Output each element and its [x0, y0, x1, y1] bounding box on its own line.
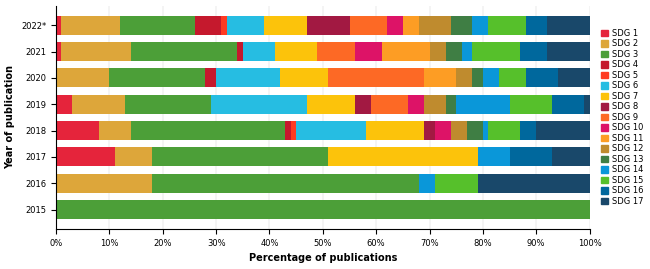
Bar	[307, 16, 350, 35]
Bar	[99, 121, 131, 140]
Bar	[419, 174, 435, 193]
Bar	[526, 16, 547, 35]
Bar	[285, 121, 291, 140]
Bar	[424, 95, 445, 114]
Bar	[552, 95, 584, 114]
Bar	[56, 16, 61, 35]
Bar	[472, 68, 483, 87]
Bar	[120, 16, 195, 35]
Bar	[520, 121, 536, 140]
Bar	[547, 42, 590, 61]
Bar	[584, 95, 590, 114]
Bar	[435, 121, 451, 140]
Bar	[56, 95, 72, 114]
Bar	[291, 121, 296, 140]
Bar	[467, 121, 483, 140]
Bar	[424, 121, 435, 140]
Bar	[472, 42, 520, 61]
Bar	[211, 95, 307, 114]
Bar	[451, 16, 472, 35]
Legend: SDG 1, SDG 2, SDG 3, SDG 4, SDG 5, SDG 6, SDG 7, SDG 8, SDG 9, SDG 10, SDG 11, S: SDG 1, SDG 2, SDG 3, SDG 4, SDG 5, SDG 6…	[599, 27, 645, 207]
Bar	[317, 42, 355, 61]
Bar	[237, 42, 243, 61]
Bar	[424, 68, 456, 87]
Bar	[451, 121, 467, 140]
X-axis label: Percentage of publications: Percentage of publications	[249, 253, 397, 263]
Bar	[478, 174, 590, 193]
Bar	[510, 95, 552, 114]
Bar	[56, 68, 109, 87]
Bar	[328, 147, 478, 166]
Bar	[205, 68, 216, 87]
Bar	[56, 121, 99, 140]
Bar	[478, 147, 510, 166]
Bar	[472, 16, 488, 35]
Bar	[125, 95, 211, 114]
Bar	[280, 68, 328, 87]
Bar	[488, 16, 526, 35]
Bar	[547, 16, 590, 35]
Bar	[131, 42, 237, 61]
Bar	[195, 16, 222, 35]
Bar	[371, 95, 408, 114]
Bar	[296, 121, 365, 140]
Bar	[456, 95, 510, 114]
Bar	[387, 16, 403, 35]
Bar	[222, 16, 227, 35]
Bar	[510, 147, 552, 166]
Bar	[307, 95, 355, 114]
Bar	[243, 42, 275, 61]
Bar	[403, 16, 419, 35]
Bar	[264, 16, 307, 35]
Bar	[56, 147, 115, 166]
Bar	[365, 121, 424, 140]
Bar	[56, 42, 61, 61]
Bar	[558, 68, 590, 87]
Bar	[430, 42, 445, 61]
Bar	[227, 16, 264, 35]
Bar	[152, 174, 419, 193]
Bar	[445, 95, 456, 114]
Bar	[408, 95, 424, 114]
Bar	[488, 121, 520, 140]
Bar	[350, 16, 387, 35]
Bar	[462, 42, 472, 61]
Bar	[61, 42, 131, 61]
Bar	[382, 42, 430, 61]
Bar	[131, 121, 285, 140]
Bar	[483, 68, 499, 87]
Bar	[552, 147, 590, 166]
Bar	[419, 16, 451, 35]
Bar	[216, 68, 280, 87]
Y-axis label: Year of publication: Year of publication	[6, 65, 16, 169]
Bar	[115, 147, 152, 166]
Bar	[445, 42, 462, 61]
Bar	[328, 68, 424, 87]
Bar	[72, 95, 125, 114]
Bar	[456, 68, 472, 87]
Bar	[435, 174, 478, 193]
Bar	[355, 95, 371, 114]
Bar	[355, 42, 382, 61]
Bar	[56, 174, 152, 193]
Bar	[61, 16, 120, 35]
Bar	[526, 68, 558, 87]
Bar	[483, 121, 488, 140]
Bar	[109, 68, 205, 87]
Bar	[152, 147, 328, 166]
Bar	[275, 42, 317, 61]
Bar	[536, 121, 590, 140]
Bar	[520, 42, 547, 61]
Bar	[499, 68, 526, 87]
Bar	[56, 200, 590, 219]
